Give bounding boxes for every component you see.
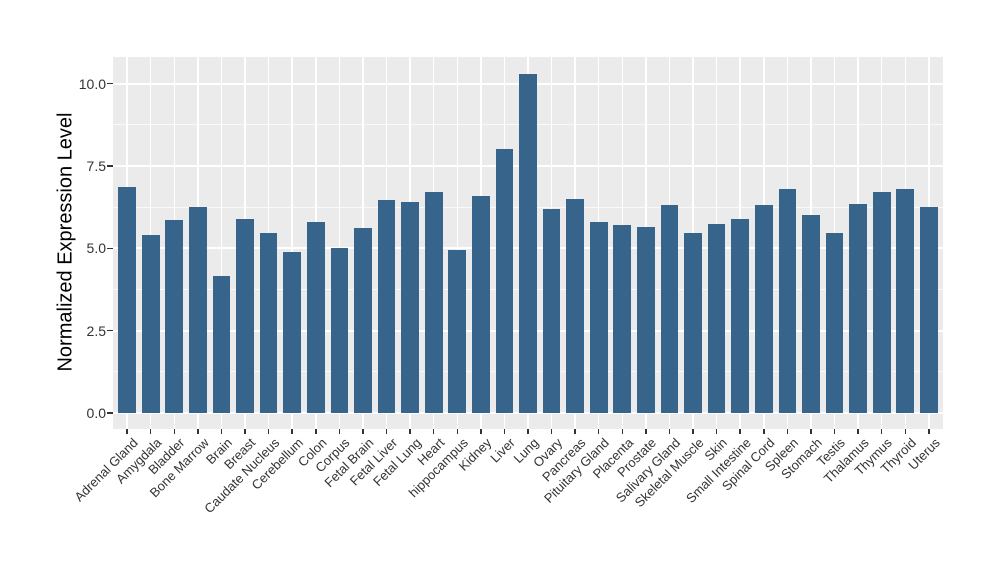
y-tick-mark [107, 82, 113, 85]
x-tick-mark [244, 429, 246, 434]
bar [259, 233, 278, 413]
x-tick-mark [668, 429, 671, 434]
bar [872, 192, 891, 413]
gridline-vertical [456, 57, 458, 429]
bar [401, 202, 419, 413]
bar [542, 208, 561, 413]
bar [825, 233, 844, 413]
x-tick-mark [291, 429, 293, 434]
x-tick-mark [362, 429, 364, 434]
bar [707, 223, 726, 413]
x-tick-mark [715, 429, 718, 434]
gridline-vertical [291, 57, 293, 429]
bar [165, 220, 184, 413]
bar [849, 203, 867, 413]
x-tick-mark [480, 429, 482, 434]
x-tick-mark [574, 429, 576, 434]
y-tick-mark [107, 165, 113, 167]
x-tick-mark [338, 429, 341, 434]
x-tick-mark [149, 429, 152, 434]
x-tick-mark [267, 429, 270, 434]
plot-panel [113, 57, 943, 429]
bar [212, 276, 231, 413]
x-tick-mark [197, 429, 199, 434]
bar [141, 235, 160, 413]
bar [495, 149, 514, 413]
x-tick-mark [456, 429, 458, 434]
x-tick-mark [857, 429, 859, 434]
bar [330, 248, 349, 413]
bar [896, 188, 915, 413]
bar [613, 225, 632, 413]
x-tick-mark [833, 429, 836, 434]
bar [519, 74, 537, 413]
x-tick-mark [880, 429, 883, 434]
y-tick-mark [107, 412, 113, 414]
y-tick-label: 7.5 [86, 157, 106, 174]
y-tick-mark [107, 247, 113, 249]
bar [778, 188, 797, 413]
bar [377, 200, 396, 413]
x-tick-mark [527, 429, 529, 434]
bar [920, 207, 938, 413]
y-tick-label: 2.5 [86, 322, 106, 339]
x-tick-mark [220, 429, 223, 434]
bar [589, 221, 608, 413]
bar [684, 233, 702, 413]
bar [236, 218, 254, 413]
x-tick-mark [550, 429, 553, 434]
y-tick-label: 5.0 [86, 240, 106, 257]
y-tick-mark [107, 329, 113, 332]
x-tick-mark [928, 429, 930, 434]
x-tick-mark [315, 429, 317, 434]
x-tick-mark [126, 429, 128, 434]
bar [660, 205, 679, 413]
x-tick-label-text: Liver [487, 435, 519, 466]
gridline-vertical [220, 57, 223, 429]
x-tick-mark [645, 429, 647, 434]
x-tick-mark [597, 429, 600, 434]
bar [471, 195, 490, 413]
bar [731, 218, 750, 413]
bar [354, 228, 372, 413]
x-tick-mark [409, 429, 411, 434]
gridline-vertical [338, 57, 341, 429]
x-tick-mark [385, 429, 388, 434]
bar [566, 198, 584, 413]
x-tick-mark [432, 429, 435, 434]
y-tick-label: 10.0 [78, 75, 106, 92]
x-tick-mark [810, 429, 812, 434]
x-tick-mark [692, 429, 694, 434]
y-tick-label: 0.0 [86, 405, 106, 421]
x-tick-mark [763, 429, 765, 434]
x-tick-mark [786, 429, 789, 434]
bar [118, 187, 136, 413]
x-tick-mark [621, 429, 624, 434]
bar [306, 221, 325, 413]
bar [424, 192, 443, 413]
x-tick-mark [904, 429, 907, 434]
x-tick-mark [503, 429, 506, 434]
gridline-major [113, 412, 943, 414]
bar [754, 205, 773, 413]
x-tick-mark [739, 429, 741, 434]
x-tick-mark [173, 429, 176, 434]
bar [283, 251, 302, 413]
bar [802, 215, 820, 413]
bar [448, 249, 467, 413]
bar [189, 207, 207, 413]
bar [637, 226, 655, 413]
